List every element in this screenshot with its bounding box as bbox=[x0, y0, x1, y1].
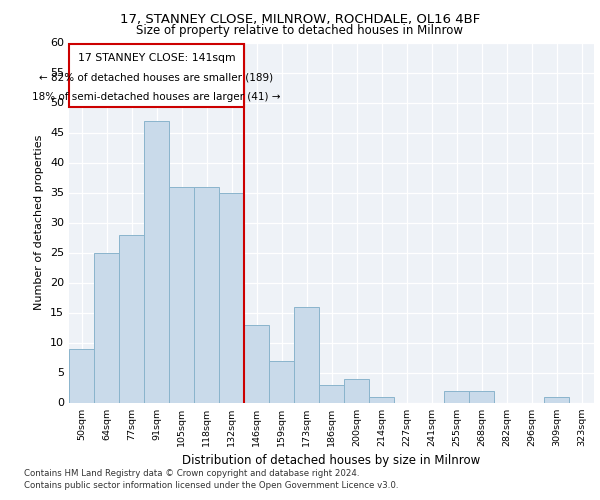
Text: ← 82% of detached houses are smaller (189): ← 82% of detached houses are smaller (18… bbox=[40, 72, 274, 83]
Bar bbox=[294, 306, 319, 402]
Bar bbox=[119, 234, 144, 402]
Bar bbox=[94, 252, 119, 402]
Bar bbox=[244, 324, 269, 402]
Bar bbox=[319, 384, 344, 402]
Bar bbox=[344, 378, 369, 402]
Bar bbox=[469, 390, 494, 402]
Text: 17, STANNEY CLOSE, MILNROW, ROCHDALE, OL16 4BF: 17, STANNEY CLOSE, MILNROW, ROCHDALE, OL… bbox=[120, 12, 480, 26]
Bar bbox=[369, 396, 394, 402]
Bar bbox=[269, 360, 294, 403]
X-axis label: Distribution of detached houses by size in Milnrow: Distribution of detached houses by size … bbox=[182, 454, 481, 467]
Text: Size of property relative to detached houses in Milnrow: Size of property relative to detached ho… bbox=[137, 24, 464, 37]
Bar bbox=[219, 192, 244, 402]
Y-axis label: Number of detached properties: Number of detached properties bbox=[34, 135, 44, 310]
Bar bbox=[69, 348, 94, 403]
Bar bbox=[544, 396, 569, 402]
Bar bbox=[169, 186, 194, 402]
Bar bbox=[194, 186, 219, 402]
Text: Contains HM Land Registry data © Crown copyright and database right 2024.: Contains HM Land Registry data © Crown c… bbox=[24, 469, 359, 478]
Bar bbox=[69, 44, 244, 108]
Bar bbox=[144, 120, 169, 402]
Bar bbox=[444, 390, 469, 402]
Text: 18% of semi-detached houses are larger (41) →: 18% of semi-detached houses are larger (… bbox=[32, 92, 281, 102]
Text: 17 STANNEY CLOSE: 141sqm: 17 STANNEY CLOSE: 141sqm bbox=[77, 54, 235, 64]
Text: Contains public sector information licensed under the Open Government Licence v3: Contains public sector information licen… bbox=[24, 481, 398, 490]
